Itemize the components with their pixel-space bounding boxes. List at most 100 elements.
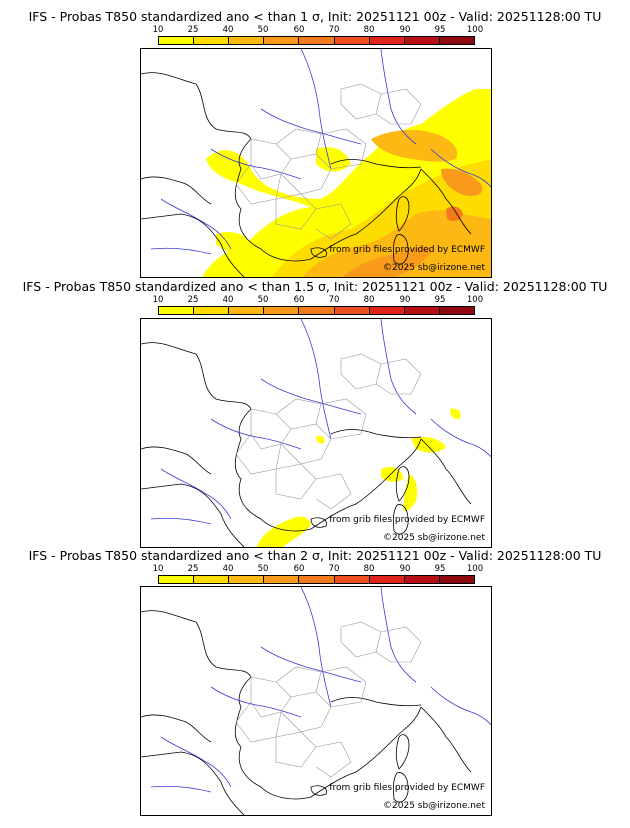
river bbox=[300, 49, 332, 170]
coastline bbox=[141, 483, 245, 547]
scale-swatch bbox=[369, 576, 405, 583]
scale-tick: 50 bbox=[257, 295, 269, 305]
river bbox=[260, 646, 362, 683]
coastline bbox=[141, 610, 422, 800]
border bbox=[275, 666, 322, 693]
admin-borders bbox=[235, 83, 422, 240]
scale-swatch bbox=[439, 576, 474, 583]
river bbox=[380, 319, 417, 415]
scale-swatch bbox=[439, 307, 474, 314]
scale-swatch bbox=[299, 37, 335, 44]
river bbox=[300, 587, 332, 708]
border bbox=[315, 473, 352, 510]
scale-tick: 100 bbox=[466, 295, 484, 305]
border bbox=[340, 621, 382, 658]
panel-1-5-sigma: IFS - Probas T850 standardized ano < tha… bbox=[0, 280, 630, 552]
border bbox=[250, 408, 292, 450]
coastlines bbox=[141, 610, 472, 815]
river bbox=[150, 247, 212, 255]
scale-tick: 80 bbox=[363, 295, 375, 305]
color-scale-bar bbox=[158, 306, 475, 315]
scale-tick: 95 bbox=[434, 564, 446, 574]
border bbox=[275, 398, 322, 425]
border bbox=[280, 423, 332, 465]
map-canvas bbox=[141, 587, 491, 815]
river bbox=[430, 686, 491, 726]
scale-swatch bbox=[404, 37, 440, 44]
rivers bbox=[150, 587, 491, 793]
scale-tick: 100 bbox=[466, 25, 484, 35]
border bbox=[235, 163, 282, 205]
alps-border bbox=[330, 697, 422, 707]
credit-source: from grib files provided by ECMWF bbox=[329, 245, 485, 255]
coastline bbox=[141, 446, 212, 475]
scale-swatch bbox=[264, 576, 300, 583]
river bbox=[260, 108, 362, 145]
prob-zone-10 bbox=[256, 516, 311, 547]
border bbox=[275, 731, 317, 768]
scale-tick: 60 bbox=[293, 25, 305, 35]
coastline bbox=[420, 438, 472, 505]
credit-copyright: ©2025 sb@irizone.net bbox=[383, 263, 485, 273]
border bbox=[375, 88, 422, 125]
scale-swatch bbox=[194, 576, 230, 583]
scale-swatch bbox=[404, 307, 440, 314]
river bbox=[210, 686, 302, 718]
probability-shading bbox=[256, 408, 461, 547]
border bbox=[235, 701, 282, 743]
color-scale-bar bbox=[158, 36, 475, 45]
border bbox=[320, 398, 367, 440]
balearic-islands bbox=[310, 785, 327, 796]
coastline bbox=[141, 342, 422, 532]
prob-zone-40 bbox=[302, 210, 491, 277]
scale-swatch bbox=[159, 307, 195, 314]
scale-tick: 90 bbox=[399, 25, 411, 35]
map-canvas bbox=[141, 49, 491, 277]
border bbox=[315, 741, 352, 778]
scale-tick: 10 bbox=[152, 295, 164, 305]
corsica bbox=[395, 466, 410, 502]
scale-swatch bbox=[334, 37, 370, 44]
scale-swatch bbox=[299, 576, 335, 583]
river bbox=[380, 49, 417, 145]
scale-tick: 10 bbox=[152, 25, 164, 35]
scale-swatch bbox=[264, 307, 300, 314]
corsica bbox=[395, 196, 410, 232]
river bbox=[260, 378, 362, 415]
map-canvas bbox=[141, 319, 491, 547]
border bbox=[320, 128, 367, 170]
coastline bbox=[141, 72, 422, 262]
scale-tick: 90 bbox=[399, 564, 411, 574]
river bbox=[380, 587, 417, 683]
panel-title: IFS - Probas T850 standardized ano < tha… bbox=[28, 548, 602, 563]
scale-tick: 60 bbox=[293, 564, 305, 574]
probability-map: from grib files provided by ECMWF ©2025 … bbox=[140, 586, 492, 816]
prob-zone-10 bbox=[403, 474, 418, 512]
border bbox=[320, 666, 367, 708]
scale-tick: 50 bbox=[257, 25, 269, 35]
prob-zone-10 bbox=[316, 435, 325, 444]
scale-swatch bbox=[194, 307, 230, 314]
scale-swatch bbox=[404, 576, 440, 583]
scale-tick: 95 bbox=[434, 25, 446, 35]
coastlines bbox=[141, 72, 472, 277]
scale-tick: 25 bbox=[187, 295, 199, 305]
border bbox=[235, 433, 282, 475]
river bbox=[430, 148, 491, 188]
prob-zone-50 bbox=[343, 246, 431, 277]
coastline bbox=[420, 168, 472, 235]
border bbox=[250, 138, 292, 180]
scale-swatch bbox=[439, 37, 474, 44]
river bbox=[430, 418, 491, 458]
color-scale-bar bbox=[158, 575, 475, 584]
credit-source: from grib files provided by ECMWF bbox=[329, 783, 485, 793]
border bbox=[280, 153, 332, 195]
river bbox=[160, 736, 232, 788]
river bbox=[210, 148, 302, 180]
border bbox=[280, 691, 332, 733]
probability-map: from grib files provided by ECMWF ©2025 … bbox=[140, 48, 492, 278]
river bbox=[150, 785, 212, 793]
border bbox=[375, 626, 422, 663]
river bbox=[210, 418, 302, 450]
corsica bbox=[395, 734, 410, 770]
